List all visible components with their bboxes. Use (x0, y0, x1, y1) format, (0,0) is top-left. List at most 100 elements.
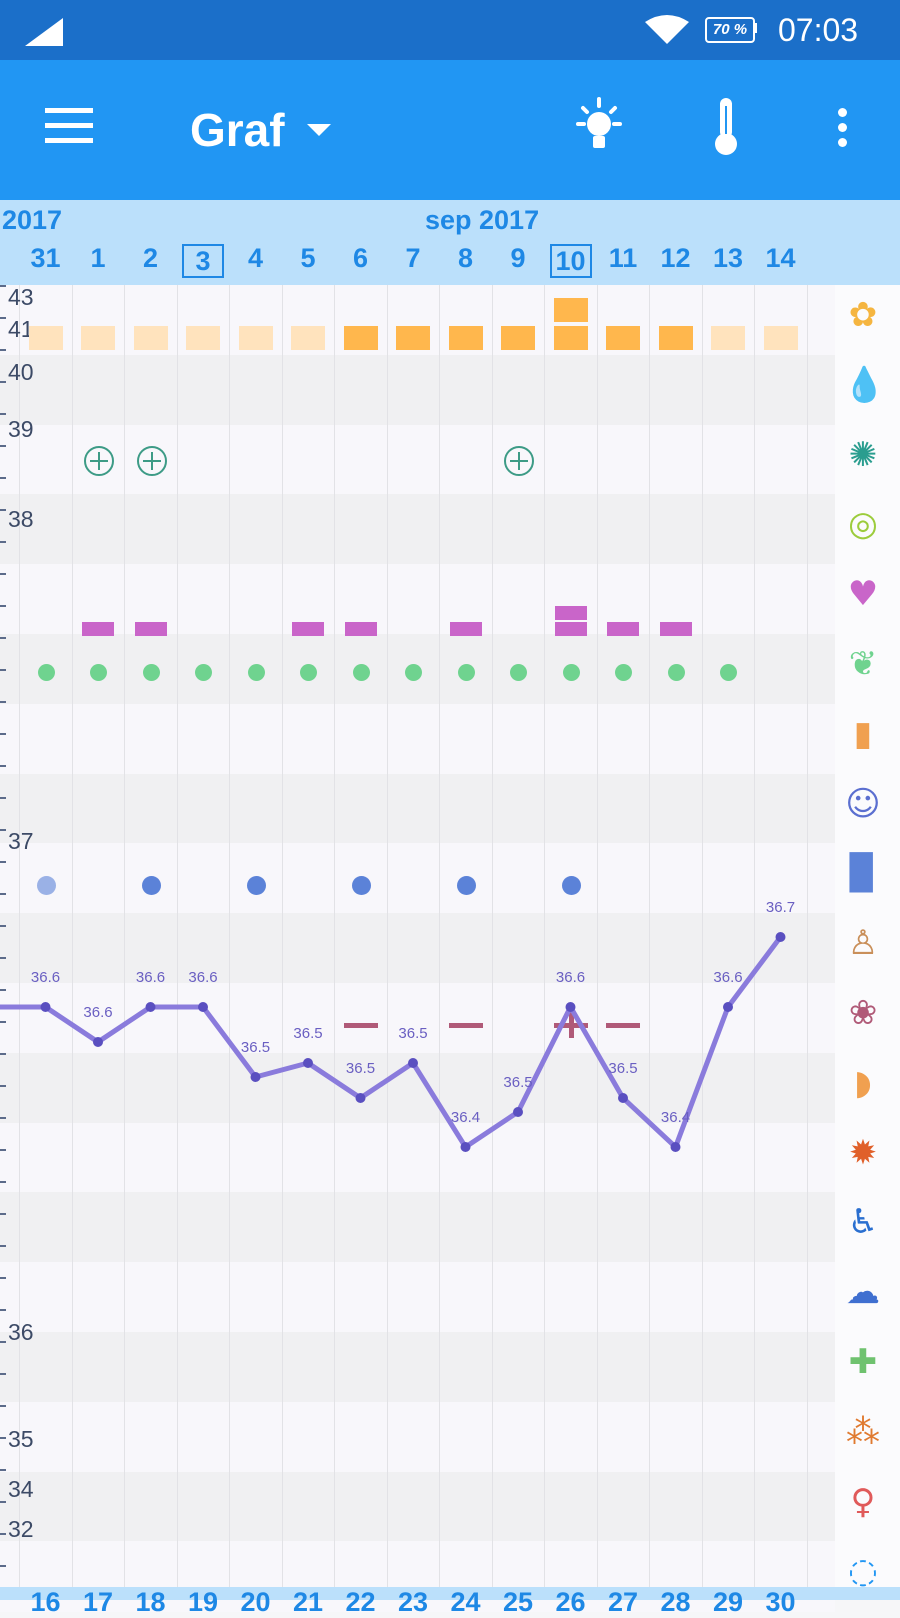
day-header-cell[interactable]: 8 (457, 243, 474, 273)
thermometer-icon[interactable] (710, 96, 742, 158)
medication-dot[interactable] (720, 664, 737, 681)
period-marker[interactable] (343, 326, 378, 350)
day-footer-cell[interactable]: 30 (765, 1587, 796, 1617)
temperature-point[interactable] (355, 1093, 366, 1103)
ovulation-test-marker[interactable] (606, 1023, 640, 1028)
period-marker[interactable] (396, 326, 430, 350)
intercourse-marker[interactable] (607, 622, 639, 636)
sick-icon[interactable]: ♿ (847, 1202, 879, 1243)
day-footer-cell[interactable]: 22 (345, 1587, 376, 1617)
day-header-cell[interactable]: 11 (608, 243, 638, 273)
day-header-cell[interactable]: 9 (510, 243, 526, 273)
period-marker[interactable] (238, 326, 273, 350)
fluid-drop-icon[interactable]: ✹ (848, 1132, 878, 1173)
note-dot[interactable] (36, 876, 56, 895)
day-header-cell[interactable]: 7 (405, 243, 421, 273)
day-header-cell[interactable]: 4 (247, 243, 264, 273)
period-marker[interactable] (763, 326, 798, 350)
intercourse-marker[interactable] (554, 606, 587, 620)
period-marker[interactable] (448, 326, 483, 350)
dots-icon[interactable]: ⁂ (846, 1411, 880, 1452)
intercourse-marker[interactable] (82, 622, 114, 636)
more-vert-icon[interactable] (838, 108, 848, 148)
medication-dot[interactable] (300, 664, 317, 681)
temperature-point[interactable] (303, 1058, 313, 1068)
breast-icon[interactable]: ◗ (854, 1062, 872, 1103)
temperature-point[interactable] (513, 1107, 523, 1117)
day-footer-cell[interactable]: 26 (555, 1587, 586, 1617)
medication-dot[interactable] (457, 664, 475, 681)
period-marker[interactable] (711, 326, 745, 350)
day-footer-cell[interactable]: 5 (0, 1587, 16, 1618)
test-positive-marker[interactable] (504, 446, 534, 476)
medication-dot[interactable] (37, 664, 55, 681)
day-header-cell[interactable]: 5 (300, 243, 316, 273)
period-marker[interactable] (291, 326, 325, 350)
intercourse-marker[interactable] (134, 622, 167, 636)
day-footer-cell[interactable]: 18 (135, 1587, 166, 1617)
medication-dot[interactable] (510, 664, 527, 681)
day-header-cell[interactable]: 1 (90, 243, 106, 273)
ovulation-test-marker[interactable] (448, 1023, 483, 1028)
leaf-icon[interactable]: ❦ (848, 644, 878, 684)
drop-icon[interactable]: 💧 (843, 364, 886, 405)
medication-dot[interactable] (562, 664, 580, 681)
period-marker[interactable] (28, 326, 63, 350)
day-footer-cell[interactable]: 23 (397, 1587, 429, 1617)
day-footer-cell[interactable]: 21 (292, 1587, 324, 1617)
medication-dot[interactable] (352, 664, 370, 681)
pill-bottle-icon[interactable]: ▮ (853, 713, 873, 754)
day-header-cell[interactable]: 0 (0, 243, 16, 274)
day-header-cell[interactable]: 31 (30, 243, 61, 273)
flower-icon[interactable]: ✿ (848, 295, 878, 335)
medication-dot[interactable] (142, 664, 160, 681)
medication-dot[interactable] (667, 664, 685, 681)
test-positive-marker[interactable] (84, 446, 114, 476)
note-dot[interactable] (351, 876, 371, 895)
medication-dot[interactable] (615, 664, 632, 681)
temperature-point[interactable] (40, 1002, 51, 1012)
period-marker[interactable] (658, 326, 693, 350)
test-positive-marker[interactable] (136, 446, 167, 476)
period-marker[interactable] (553, 298, 588, 322)
day-footer-cell[interactable]: 28 (660, 1587, 691, 1617)
pregnant-woman-icon[interactable]: ♀ (850, 1481, 876, 1522)
day-header-cell[interactable]: 10 (549, 244, 592, 278)
intercourse-marker[interactable] (659, 622, 692, 636)
medication-dot[interactable] (195, 664, 212, 681)
day-footer-cell[interactable]: 24 (450, 1587, 481, 1617)
temperature-point[interactable] (93, 1037, 103, 1047)
intercourse-marker[interactable] (292, 622, 324, 636)
flower-check-icon[interactable]: ❀ (848, 993, 878, 1033)
rings-icon[interactable]: ◎ (848, 504, 878, 545)
note-dot[interactable] (246, 876, 266, 895)
day-footer-cell[interactable]: 16 (30, 1587, 61, 1617)
sleep-icon[interactable]: ☁ (846, 1272, 880, 1313)
view-selector[interactable]: Graf (190, 104, 285, 156)
day-footer-cell[interactable]: 25 (502, 1587, 534, 1617)
intercourse-marker[interactable] (554, 622, 587, 636)
ovulation-test-marker[interactable] (568, 1008, 574, 1038)
period-marker[interactable] (501, 326, 535, 350)
note-dot[interactable] (141, 876, 161, 895)
pregnancy-check-icon[interactable]: ♙ (847, 923, 879, 964)
medication-dot[interactable] (405, 664, 422, 681)
medical-kit-icon[interactable]: ✚ (848, 1342, 878, 1382)
period-marker[interactable] (606, 326, 640, 350)
day-footer-cell[interactable]: 17 (82, 1587, 114, 1617)
ovulation-test-marker[interactable] (343, 1023, 378, 1028)
day-header-cell[interactable]: 12 (660, 243, 691, 273)
temperature-point[interactable] (670, 1142, 681, 1152)
intercourse-marker[interactable] (449, 622, 482, 636)
temperature-point[interactable] (198, 1002, 208, 1012)
day-footer-cell[interactable]: 29 (712, 1587, 744, 1617)
period-marker[interactable] (81, 326, 115, 350)
medication-dot[interactable] (90, 664, 107, 681)
period-marker[interactable] (186, 326, 220, 350)
period-marker[interactable] (553, 326, 588, 350)
day-header-cell[interactable]: 6 (352, 243, 369, 273)
period-marker[interactable] (133, 326, 168, 350)
splash-icon[interactable]: ✺ (848, 434, 878, 475)
temperature-point[interactable] (460, 1142, 471, 1152)
smiley-icon[interactable]: ☺ (845, 783, 881, 824)
